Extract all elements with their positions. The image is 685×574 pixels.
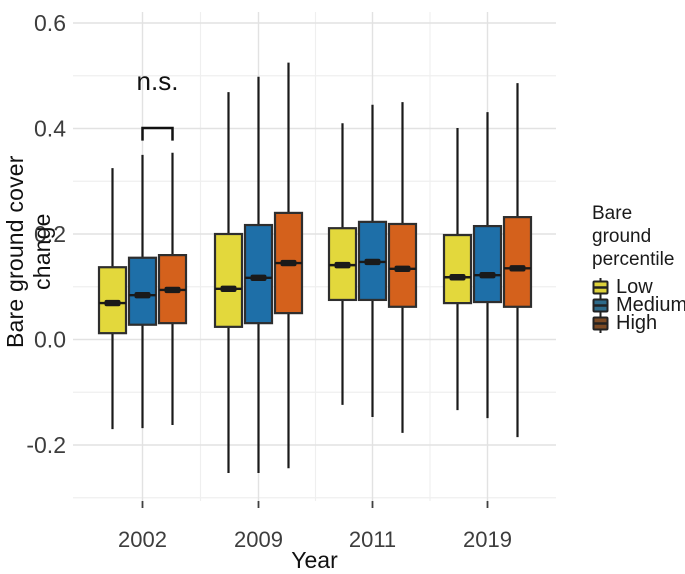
box-medium-2002 [127,256,158,326]
ns-annotation: n.s. [137,66,179,96]
box-high-2011 [387,222,418,308]
x-tick-label: 2019 [463,527,512,552]
boxplot-key-icon [592,277,609,297]
legend-label-low: Low [616,276,653,299]
legend-item-medium: Medium [592,294,685,317]
median-bar-high-2019 [509,265,526,272]
y-tick-label: 0.4 [34,116,66,142]
box-low-2009 [213,232,244,328]
box-medium-2009 [243,223,274,325]
box-high-2019 [502,216,533,308]
legend-label-medium: Medium [616,294,685,317]
legend-title-line1: Bare ground [592,203,652,247]
median-bar-low-2002 [104,299,121,307]
median-bar-low-2009 [220,285,237,293]
x-tick-label: 2011 [349,527,396,552]
median-bar-low-2019 [449,274,466,281]
boxplot-key-icon [592,313,609,333]
x-tick-label: 2009 [234,527,283,552]
legend-label-high: High [616,312,658,335]
median-bar-low-2011 [334,261,351,269]
median-bar-medium-2009 [250,274,267,281]
legend-title: Bare ground percentile [592,203,685,271]
boxplot-key-icon [592,295,609,315]
box-medium-2019 [472,224,503,304]
box-low-2019 [442,233,473,305]
median-bar-high-2009 [280,259,297,267]
y-axis-title: Bare ground cover change [2,155,55,349]
y-tick-label: 0.6 [34,10,66,36]
y-tick-label: 0.2 [34,221,66,247]
legend-title-line2: percentile [592,248,675,270]
legend: Bare ground percentile Low [592,203,685,335]
ns-bracket [141,126,174,141]
x-tick-label: 2002 [118,527,167,552]
median-bar-high-2002 [164,286,181,294]
median-bar-medium-2011 [364,258,381,266]
legend-items: Low Medium High [592,276,685,335]
x-axis-title: Year [291,547,338,573]
box-low-2002 [97,266,128,335]
y-tick-label: 0.0 [34,327,66,353]
y-tick-label: -0.2 [26,432,66,458]
median-bar-high-2011 [394,265,411,273]
legend-item-high: High [592,312,685,335]
median-bar-medium-2002 [134,291,151,299]
median-bar-medium-2019 [479,271,496,279]
